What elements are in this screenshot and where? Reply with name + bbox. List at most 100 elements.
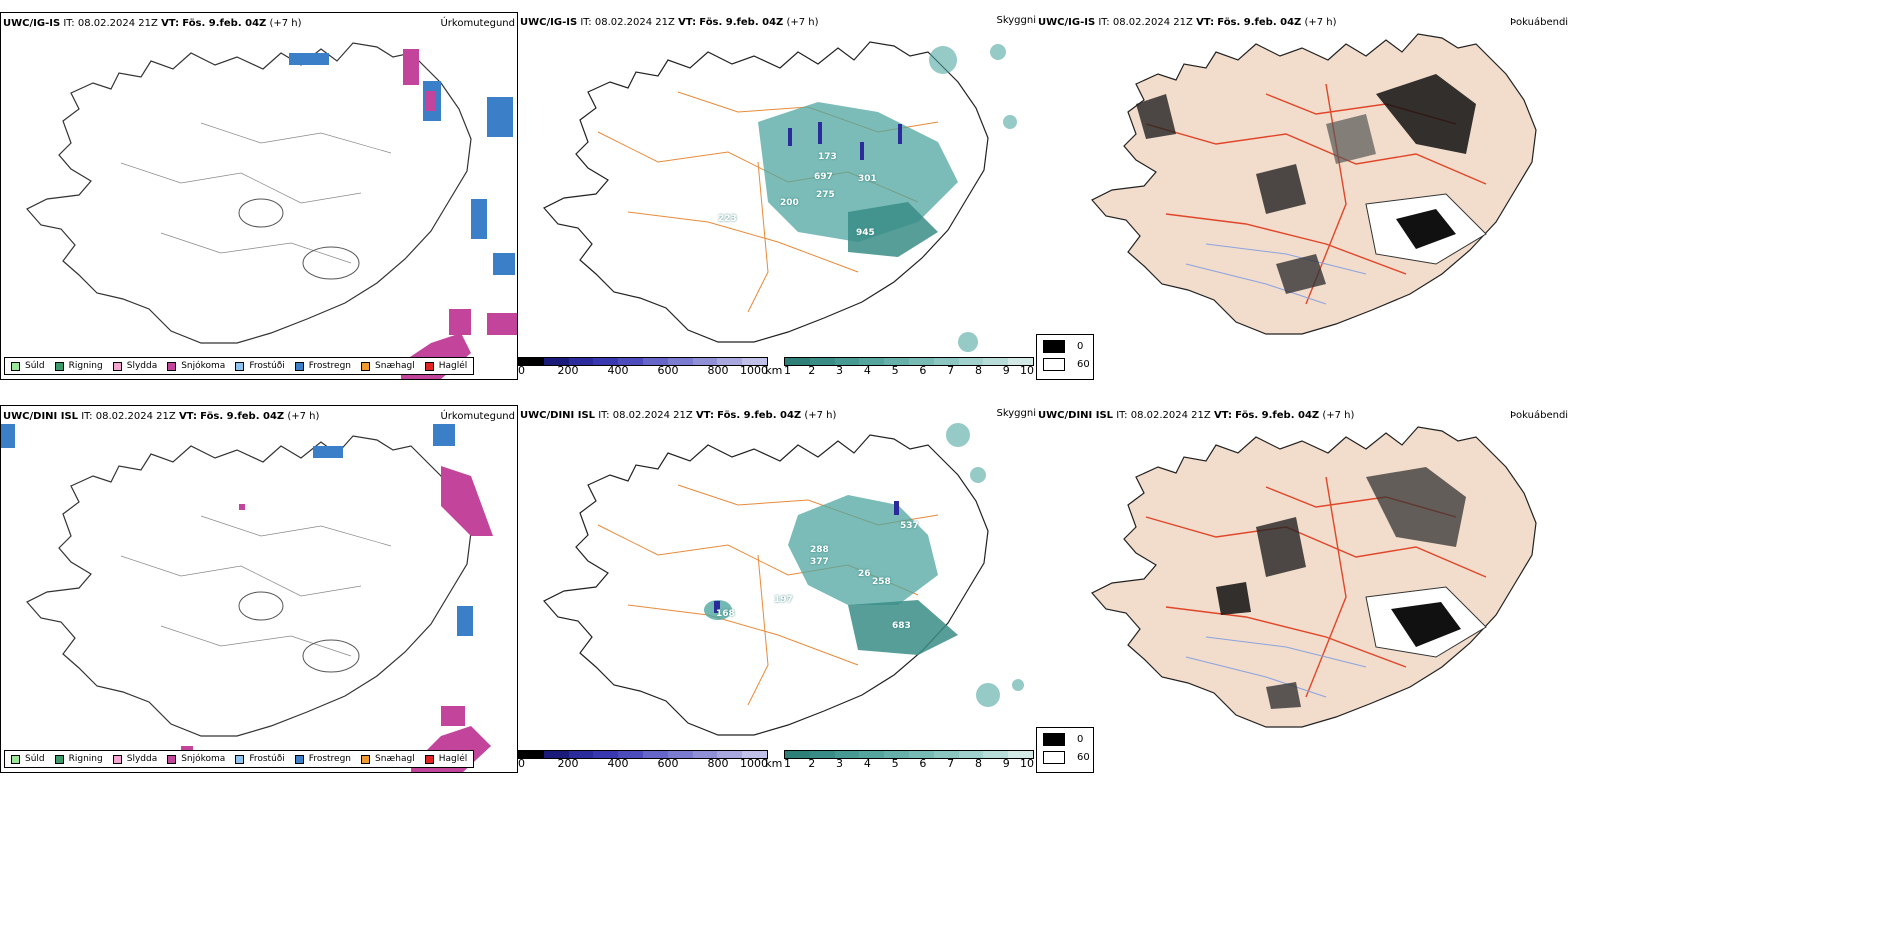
legend-label: Haglél (438, 361, 468, 371)
legend-label: Rigning (68, 361, 103, 371)
colorbar-tick: 6 (919, 364, 927, 377)
legend-label: Frostregn (308, 361, 352, 371)
colorbar-tick: 5 (891, 757, 899, 770)
precip-map-1 (26, 42, 517, 379)
ceiling-marker: 377 (810, 557, 829, 567)
legend-label: Súld (25, 361, 45, 371)
colorbar-tick: 200 (557, 364, 579, 377)
colorbar-segment (834, 358, 860, 365)
legend-item: Frostúði (235, 361, 285, 371)
colorbar-tick: 10 (1020, 364, 1034, 377)
ceiling-marker: 200 (780, 198, 799, 208)
colorbar-segment (692, 751, 718, 758)
panel-title: UWC/DINI ISL IT: 08.02.2024 21Z VT: Fös.… (3, 411, 320, 422)
colorbar-segment (809, 751, 835, 758)
visibility-colorbar (784, 750, 1034, 759)
colorbar-tick: 600 (657, 364, 679, 377)
legend-item: Frostúði (235, 754, 285, 764)
mist-legend-item: 60 (1043, 358, 1090, 371)
colorbar-tick: 8 (974, 364, 982, 377)
ceiling-panel-2: 537 288 377 26 258 197 168 683 UWC/DINI … (518, 405, 1036, 773)
colorbar-unit: km (765, 364, 783, 377)
mist-panel-2: UWC/DINI ISL IT: 08.02.2024 21Z VT: Fös.… (1036, 405, 1900, 773)
colorbar-segment (859, 358, 885, 365)
legend-item: Snæhagl (361, 361, 415, 371)
mist-legend-label: 0 (1077, 341, 1084, 352)
mist-legend-swatch (1043, 358, 1065, 371)
ceiling-marker: 945 (856, 228, 875, 238)
colorbar-segment (568, 751, 594, 758)
colorbar-segment (717, 751, 743, 758)
legend-item: Haglél (424, 754, 468, 764)
legend-label: Snæhagl (375, 361, 415, 371)
colorbar-segment (1008, 358, 1033, 365)
variable-label: Úrkomutegund (440, 18, 515, 29)
ceiling-marker: 173 (818, 152, 837, 162)
colorbar-tick: 3 (836, 757, 844, 770)
variable-label: Úrkomutegund (440, 411, 515, 422)
colorbar-tick: 0 (518, 364, 525, 377)
variable-label: Þokuábendi (1510, 410, 1569, 421)
legend-item: Snjókoma (167, 361, 225, 371)
legend-item: Haglél (424, 361, 468, 371)
legend-swatch (54, 754, 64, 764)
legend-item: Slydda (112, 361, 157, 371)
ceiling-marker: 197 (774, 595, 793, 605)
colorbar-segment (742, 751, 767, 758)
legend-item: Snjókoma (167, 754, 225, 764)
legend-label: Haglél (438, 754, 468, 764)
colorbar-segment (933, 751, 959, 758)
legend-label: Frostúði (249, 361, 285, 371)
colorbar-tick: 4 (863, 757, 871, 770)
legend-label: Frostúði (249, 754, 285, 764)
legend-swatch (424, 361, 434, 371)
legend-swatch (11, 361, 20, 371)
legend-swatch (294, 754, 304, 764)
colorbar-segment (785, 751, 810, 758)
colorbar-tick: 3 (836, 364, 844, 377)
panel-title: UWC/IG-IS IT: 08.02.2024 21Z VT: Fös. 9.… (3, 18, 302, 29)
colorbar-tick: 800 (707, 757, 729, 770)
colorbar-tick: 9 (1002, 364, 1010, 377)
colorbar-tick: 10 (1020, 757, 1034, 770)
precip-map-2 (1, 424, 493, 772)
panel-title: UWC/DINI ISL IT: 08.02.2024 21Z VT: Fös.… (520, 410, 837, 421)
mist-legend-swatch (1043, 340, 1065, 353)
precip-legend: Súld Rigning Slydda Snjókoma Frostúði Frostre… (4, 357, 475, 375)
mist-legend-item: 0 (1043, 733, 1083, 746)
colorbar-tick: 5 (891, 364, 899, 377)
colorbar-segment (809, 358, 835, 365)
colorbar-tick: 4 (863, 364, 871, 377)
colorbar-tick: 0 (518, 757, 525, 770)
mist-map-1 (1091, 33, 1537, 335)
panel-title: UWC/IG-IS IT: 08.02.2024 21Z VT: Fös. 9.… (520, 17, 819, 28)
colorbar-segment (983, 358, 1009, 365)
panel-title: UWC/IG-IS IT: 08.02.2024 21Z VT: Fös. 9.… (1038, 17, 1337, 28)
legend-label: Snjókoma (181, 754, 226, 764)
variable-label: Skyggni (996, 15, 1036, 26)
precip-legend: Súld Rigning Slydda Snjókoma Frostúði Frostre… (4, 750, 475, 768)
ceiling-panel-1: 173 697 275 301 200 945 223 UWC/IG-IS IT… (518, 12, 1036, 380)
ceiling-marker: 26 (858, 569, 871, 579)
legend-swatch (235, 754, 245, 764)
legend-item: Snæhagl (361, 754, 415, 764)
colorbar-tick: 400 (607, 757, 629, 770)
colorbar-tick: 400 (607, 364, 629, 377)
legend-item: Frostregn (294, 754, 352, 764)
legend-item: Súld (11, 754, 45, 764)
colorbar-segment (543, 751, 569, 758)
colorbar-segment (593, 751, 619, 758)
colorbar-segment (983, 751, 1009, 758)
colorbar-segment (834, 751, 860, 758)
legend-label: Rigning (68, 754, 103, 764)
colorbar-segment (908, 358, 934, 365)
ceiling-marker: 288 (810, 545, 829, 555)
legend-label: Frostregn (308, 754, 352, 764)
ceiling-marker: 537 (900, 521, 919, 531)
colorbar-segment (884, 358, 909, 365)
ceiling-marker: 168 (716, 609, 735, 619)
mist-legend-swatch (1043, 751, 1065, 764)
colorbar-segment (1008, 751, 1033, 758)
colorbar-tick: 9 (1002, 757, 1010, 770)
legend-swatch (235, 361, 245, 371)
